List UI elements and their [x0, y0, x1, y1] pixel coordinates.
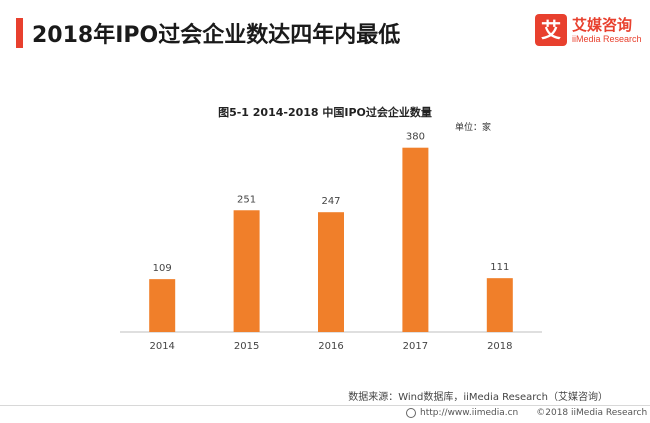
data-label-2016: 247 [321, 196, 340, 207]
x-tick-label-2016: 2016 [318, 341, 343, 352]
x-tick-label-2015: 2015 [234, 341, 259, 352]
bar-2018 [486, 278, 513, 332]
page-title: 2018年IPO过会企业数达四年内最低 [32, 23, 401, 48]
logo-name-en: iiMedia Research [572, 34, 642, 44]
x-tick-label-2014: 2014 [149, 341, 174, 352]
logo-mark-icon: 艾 [535, 14, 567, 46]
data-label-2018: 111 [490, 262, 509, 273]
bar-2016 [318, 212, 344, 332]
globe-icon [406, 408, 416, 418]
logo-name-cn: 艾媒咨询 [572, 16, 633, 34]
bar-2015 [233, 210, 260, 332]
bar-2014 [149, 279, 176, 332]
data-source-note: 数据来源：Wind数据库，iiMedia Research（艾媒咨询） [348, 392, 608, 403]
chart-unit-label: 单位：家 [455, 123, 492, 133]
x-tick-label-2017: 2017 [403, 341, 428, 352]
bar-2017 [402, 147, 429, 332]
footer-url[interactable]: http://www.iimedia.cn [420, 408, 519, 418]
chart-title: 图5-1 2014-2018 中国IPO过会企业数量 [218, 106, 432, 119]
data-label-2015: 251 [237, 194, 256, 205]
x-tick-label-2018: 2018 [487, 341, 512, 352]
brand-logo: 艾 艾媒咨询 iiMedia Research [535, 14, 642, 54]
title-accent-bar [16, 18, 23, 48]
data-label-2017: 380 [406, 132, 425, 143]
data-label-2014: 109 [153, 263, 172, 274]
footer: http://www.iimedia.cn ©2018 iiMedia Rese… [406, 408, 650, 418]
footer-divider [0, 405, 650, 406]
footer-copyright: ©2018 iiMedia Research Inc [536, 408, 650, 418]
